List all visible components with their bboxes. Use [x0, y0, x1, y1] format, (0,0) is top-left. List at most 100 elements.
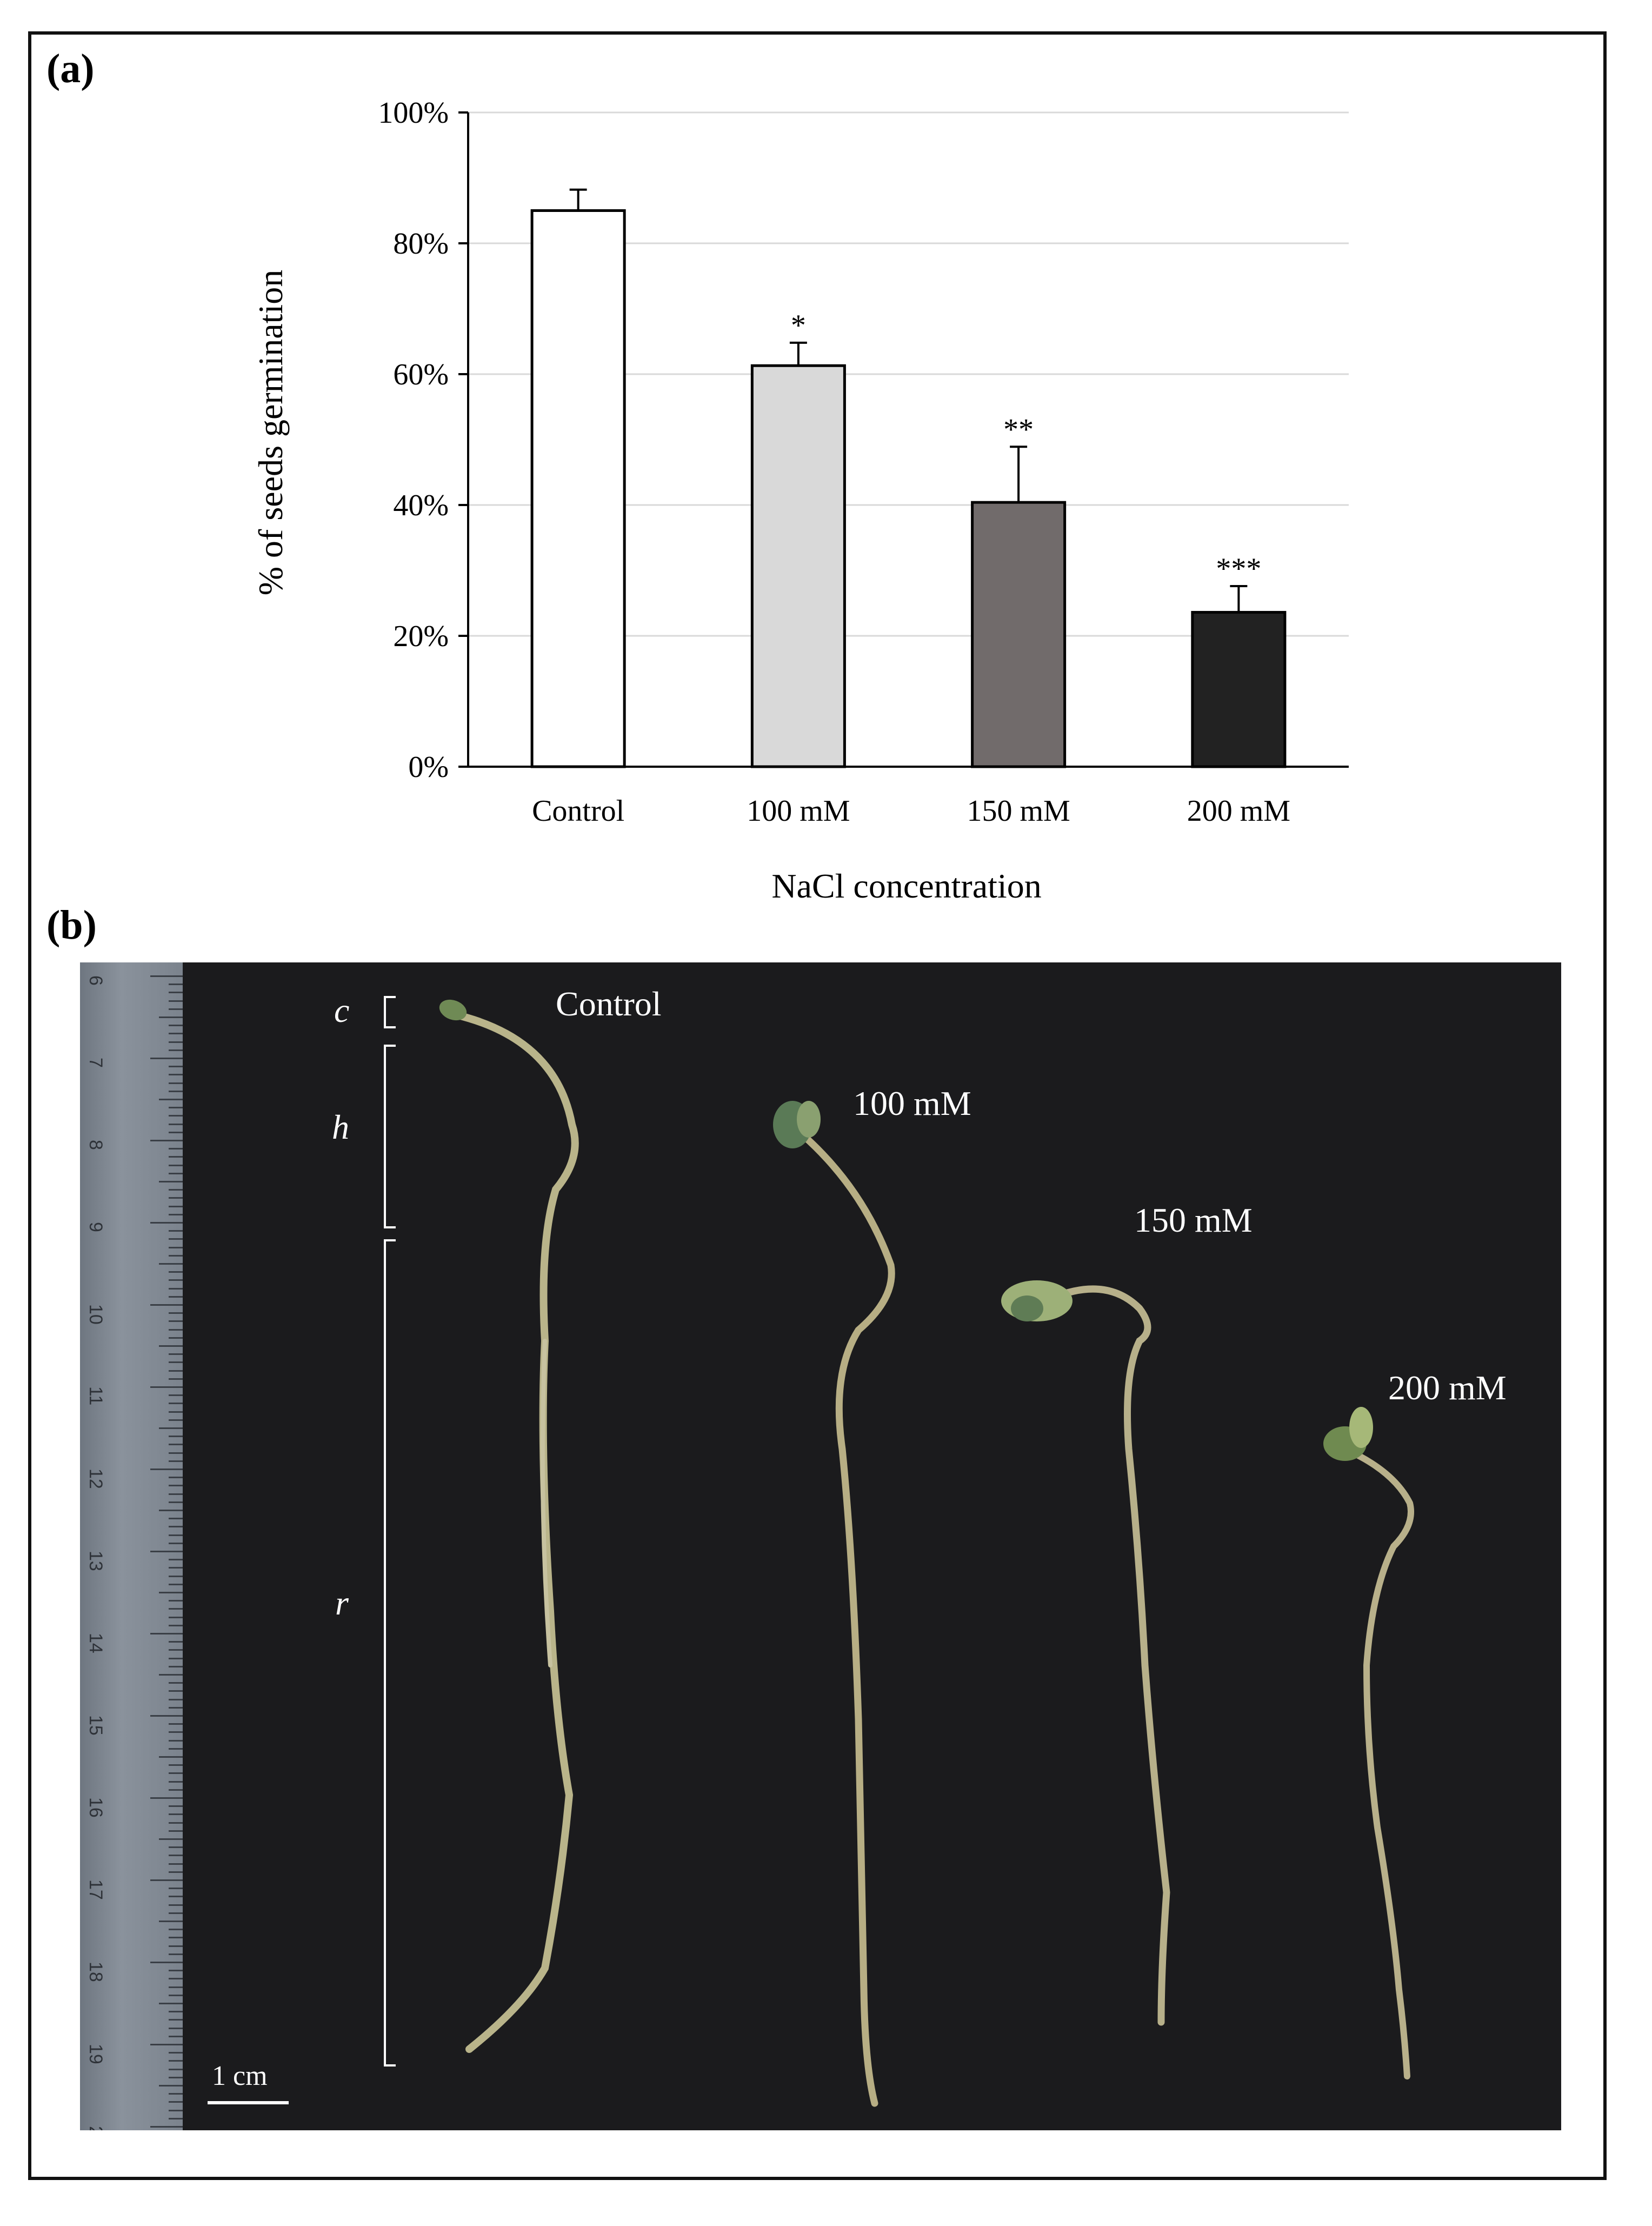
ruler-tick [169, 2035, 183, 2037]
ruler-tick [169, 1477, 183, 1479]
ruler-tick [169, 1764, 183, 1766]
ruler-tick [169, 1953, 183, 1955]
ruler-tick [169, 1608, 183, 1610]
x-tick-label: Control [532, 794, 624, 828]
ruler-tick [169, 1912, 183, 1914]
ruler-tick [169, 1896, 183, 1898]
ruler-tick [150, 1797, 183, 1799]
ruler-tick [150, 1140, 183, 1141]
photo-label-200mm: 200 mM [1388, 1368, 1507, 1407]
ruler-tick [169, 1813, 183, 1816]
seedling-100mm [773, 1101, 895, 2107]
ruler-tick [150, 1962, 183, 1963]
ruler-tick [169, 1583, 183, 1585]
ruler-tick [169, 2027, 183, 2029]
ruler-tick [169, 1337, 183, 1339]
ruler-tick [169, 2060, 183, 2062]
ruler-tick [169, 1723, 183, 1725]
ruler-tick [169, 1041, 183, 1043]
ruler-tick [169, 1501, 183, 1503]
ruler-tick [169, 1929, 183, 1931]
bar-2 [971, 501, 1067, 768]
ruler-tick [169, 1600, 183, 1602]
ruler-tick [169, 1978, 183, 1980]
ruler-tick [169, 1131, 183, 1133]
ruler-tick [169, 1107, 183, 1109]
ruler-tick [169, 1025, 183, 1027]
ruler-tick [169, 1164, 183, 1166]
ruler-tick [169, 1033, 183, 1035]
ruler-tick [169, 1238, 183, 1240]
ruler-tick [169, 984, 183, 986]
bar-0 [530, 209, 626, 768]
ruler: 67891011121314151617181920 [80, 962, 183, 2130]
ruler-tick [169, 2011, 183, 2013]
seedling-photo: 67891011121314151617181920 Control 100 m… [80, 962, 1561, 2130]
figure-frame [28, 31, 1607, 2180]
ruler-tick [150, 1879, 183, 1881]
ruler-tick [169, 2093, 183, 2095]
ruler-tick [169, 1937, 183, 1939]
y-tick-label: 20% [393, 620, 449, 653]
scale-bar-label: 1 cm [212, 2061, 268, 2091]
x-tick-label: 200 mM [1187, 794, 1290, 828]
ruler-tick [150, 1551, 183, 1552]
scale-bar [208, 2101, 289, 2104]
ruler-tick [169, 1863, 183, 1865]
ruler-tick [169, 1279, 183, 1281]
ruler-tick [159, 1756, 183, 1758]
ruler-tick [159, 1592, 183, 1593]
ruler-tick [150, 1469, 183, 1470]
panel-a-label: (a) [46, 46, 95, 91]
ruler-tick [169, 1172, 183, 1174]
bar-chart: 0% 20% 40% 60% 80% 100% Control * 100 mM ** 150 mM… [251, 96, 1349, 905]
ruler-tick [169, 1000, 183, 1002]
ruler-tick [169, 1082, 183, 1084]
significance-label: *** [1216, 552, 1261, 586]
ruler-tick [159, 2003, 183, 2004]
y-tick-label: 0% [408, 750, 449, 784]
ruler-tick [169, 1287, 183, 1290]
bracket-root [384, 1239, 396, 2066]
ruler-tick [150, 1715, 183, 1717]
ruler-tick [169, 1452, 183, 1454]
ruler-tick [169, 2109, 183, 2111]
ruler-tick [169, 1320, 183, 1323]
seedling-200mm [1323, 1407, 1414, 2079]
bar-1 [750, 364, 846, 768]
bars [530, 188, 1287, 768]
significance-label: * [791, 309, 806, 342]
ruler-tick [169, 1189, 183, 1191]
ruler-tick [159, 1345, 183, 1347]
ruler-tick [169, 1246, 183, 1248]
panel-b-label: (b) [46, 902, 97, 948]
ruler-tick [169, 2117, 183, 2119]
ruler-tick [159, 2085, 183, 2087]
ruler-tick [169, 1271, 183, 1273]
y-tick-label: 100% [378, 96, 449, 130]
ruler-tick [159, 1099, 183, 1100]
ruler-tick [169, 1493, 183, 1495]
ruler-tick [169, 1682, 183, 1684]
ruler-tick [169, 1945, 183, 1947]
ruler-tick [169, 1575, 183, 1577]
ruler-tick [169, 1846, 183, 1849]
ruler-tick [169, 2101, 183, 2103]
ruler-tick [169, 1641, 183, 1643]
seedling-control [439, 999, 579, 2053]
ruler-tick [169, 1444, 183, 1446]
ruler-tick [169, 1542, 183, 1544]
ruler-tick [169, 1789, 183, 1791]
ruler-tick [169, 1197, 183, 1199]
ruler-tick [150, 2126, 183, 2128]
ruler-tick [169, 1394, 183, 1397]
ruler-tick [169, 1780, 183, 1783]
x-tick-label: 150 mM [967, 794, 1070, 828]
label-hypocotyl: h [332, 1108, 349, 1146]
ruler-tick [150, 2044, 183, 2045]
ruler-tick [169, 1090, 183, 1092]
ruler-tick [169, 1559, 183, 1561]
ruler-tick [169, 1970, 183, 1972]
ruler-tick [169, 1008, 183, 1010]
ruler-tick [169, 1698, 183, 1700]
